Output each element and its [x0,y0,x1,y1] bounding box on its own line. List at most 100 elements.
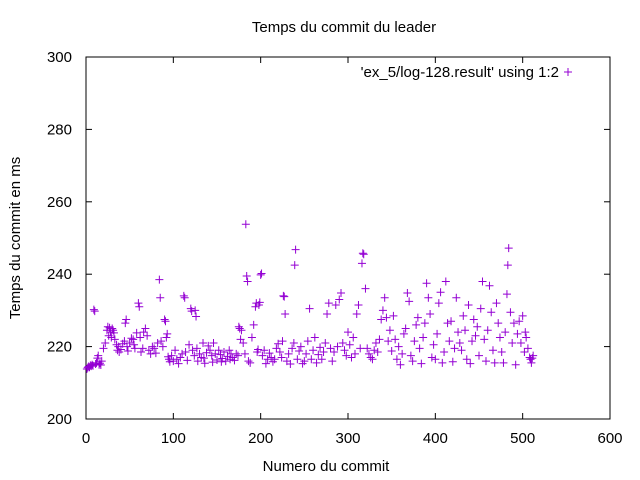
data-point [518,311,527,320]
data-point [426,310,435,319]
x-tick-label: 100 [161,430,186,447]
data-point [420,319,429,328]
data-point [251,302,260,311]
data-point [230,356,239,365]
data-point [206,346,215,355]
data-point [464,300,473,309]
data-point [289,338,298,347]
data-point [136,333,145,342]
data-point [443,319,452,328]
data-point [403,289,412,298]
data-point [157,337,166,346]
data-point [455,338,464,347]
data-point [225,346,234,355]
data-point [436,288,445,297]
data-point [468,337,477,346]
data-point [242,272,251,281]
data-point [447,317,456,326]
data-point [429,340,438,349]
data-point [120,337,129,346]
data-point [302,349,311,358]
data-point [217,357,226,366]
data-point [274,339,283,348]
data-point [366,353,375,362]
y-tick-label: 240 [47,266,72,283]
data-point [296,342,305,351]
data-point [96,361,105,370]
data-point [487,308,496,317]
x-tick-label: 0 [82,430,90,447]
data-point [312,358,321,367]
data-point [208,358,217,367]
data-point [328,357,337,366]
data-point [522,333,531,342]
data-point [185,340,194,349]
data-point [267,353,276,362]
data-point [162,333,171,342]
data-point [382,313,391,322]
data-point [160,315,169,324]
data-point [349,333,358,342]
data-point [440,348,449,357]
data-point [249,320,258,329]
data-point [466,359,475,368]
data-point [461,326,470,335]
data-point [265,349,274,358]
data-point [415,344,424,353]
data-point [240,349,249,358]
data-point [314,350,323,359]
data-point [373,348,382,357]
data-point [352,310,361,319]
data-point [495,333,504,342]
data-point [323,310,332,319]
data-point [307,355,316,364]
data-point [176,353,185,362]
data-point [417,359,426,368]
data-point [422,279,431,288]
data-point [475,351,483,360]
data-point [113,346,122,355]
data-point [244,357,253,366]
data-point [515,317,524,326]
data-point [151,349,160,358]
data-point [137,348,146,357]
data-point [188,346,197,355]
data-point [499,358,508,367]
data-point [295,346,304,355]
data-point [88,360,97,369]
data-point [121,319,130,328]
data-point [153,338,162,347]
data-point [377,315,386,324]
data-point [398,349,407,358]
data-point [195,349,204,358]
data-point [347,353,356,362]
data-point [516,338,525,347]
data-point [108,324,117,333]
data-point [462,355,471,364]
data-point [103,322,112,331]
data-point [232,349,241,358]
data-point [129,335,138,344]
data-point [127,334,136,343]
data-point [480,335,489,344]
data-point [384,337,393,346]
data-point [300,357,309,366]
data-point [485,281,494,290]
data-point [303,337,312,346]
data-point [122,315,131,324]
data-point [340,346,349,355]
data-point [521,328,530,337]
data-point [364,349,373,358]
data-point [221,357,230,366]
data-point [148,342,157,351]
data-point [520,348,529,357]
data-point [529,351,538,360]
data-point [345,340,354,349]
data-point [125,338,134,347]
data-point [385,326,394,335]
data-point [357,259,366,268]
data-point [305,304,314,313]
data-point [150,344,159,353]
data-point [508,338,517,347]
